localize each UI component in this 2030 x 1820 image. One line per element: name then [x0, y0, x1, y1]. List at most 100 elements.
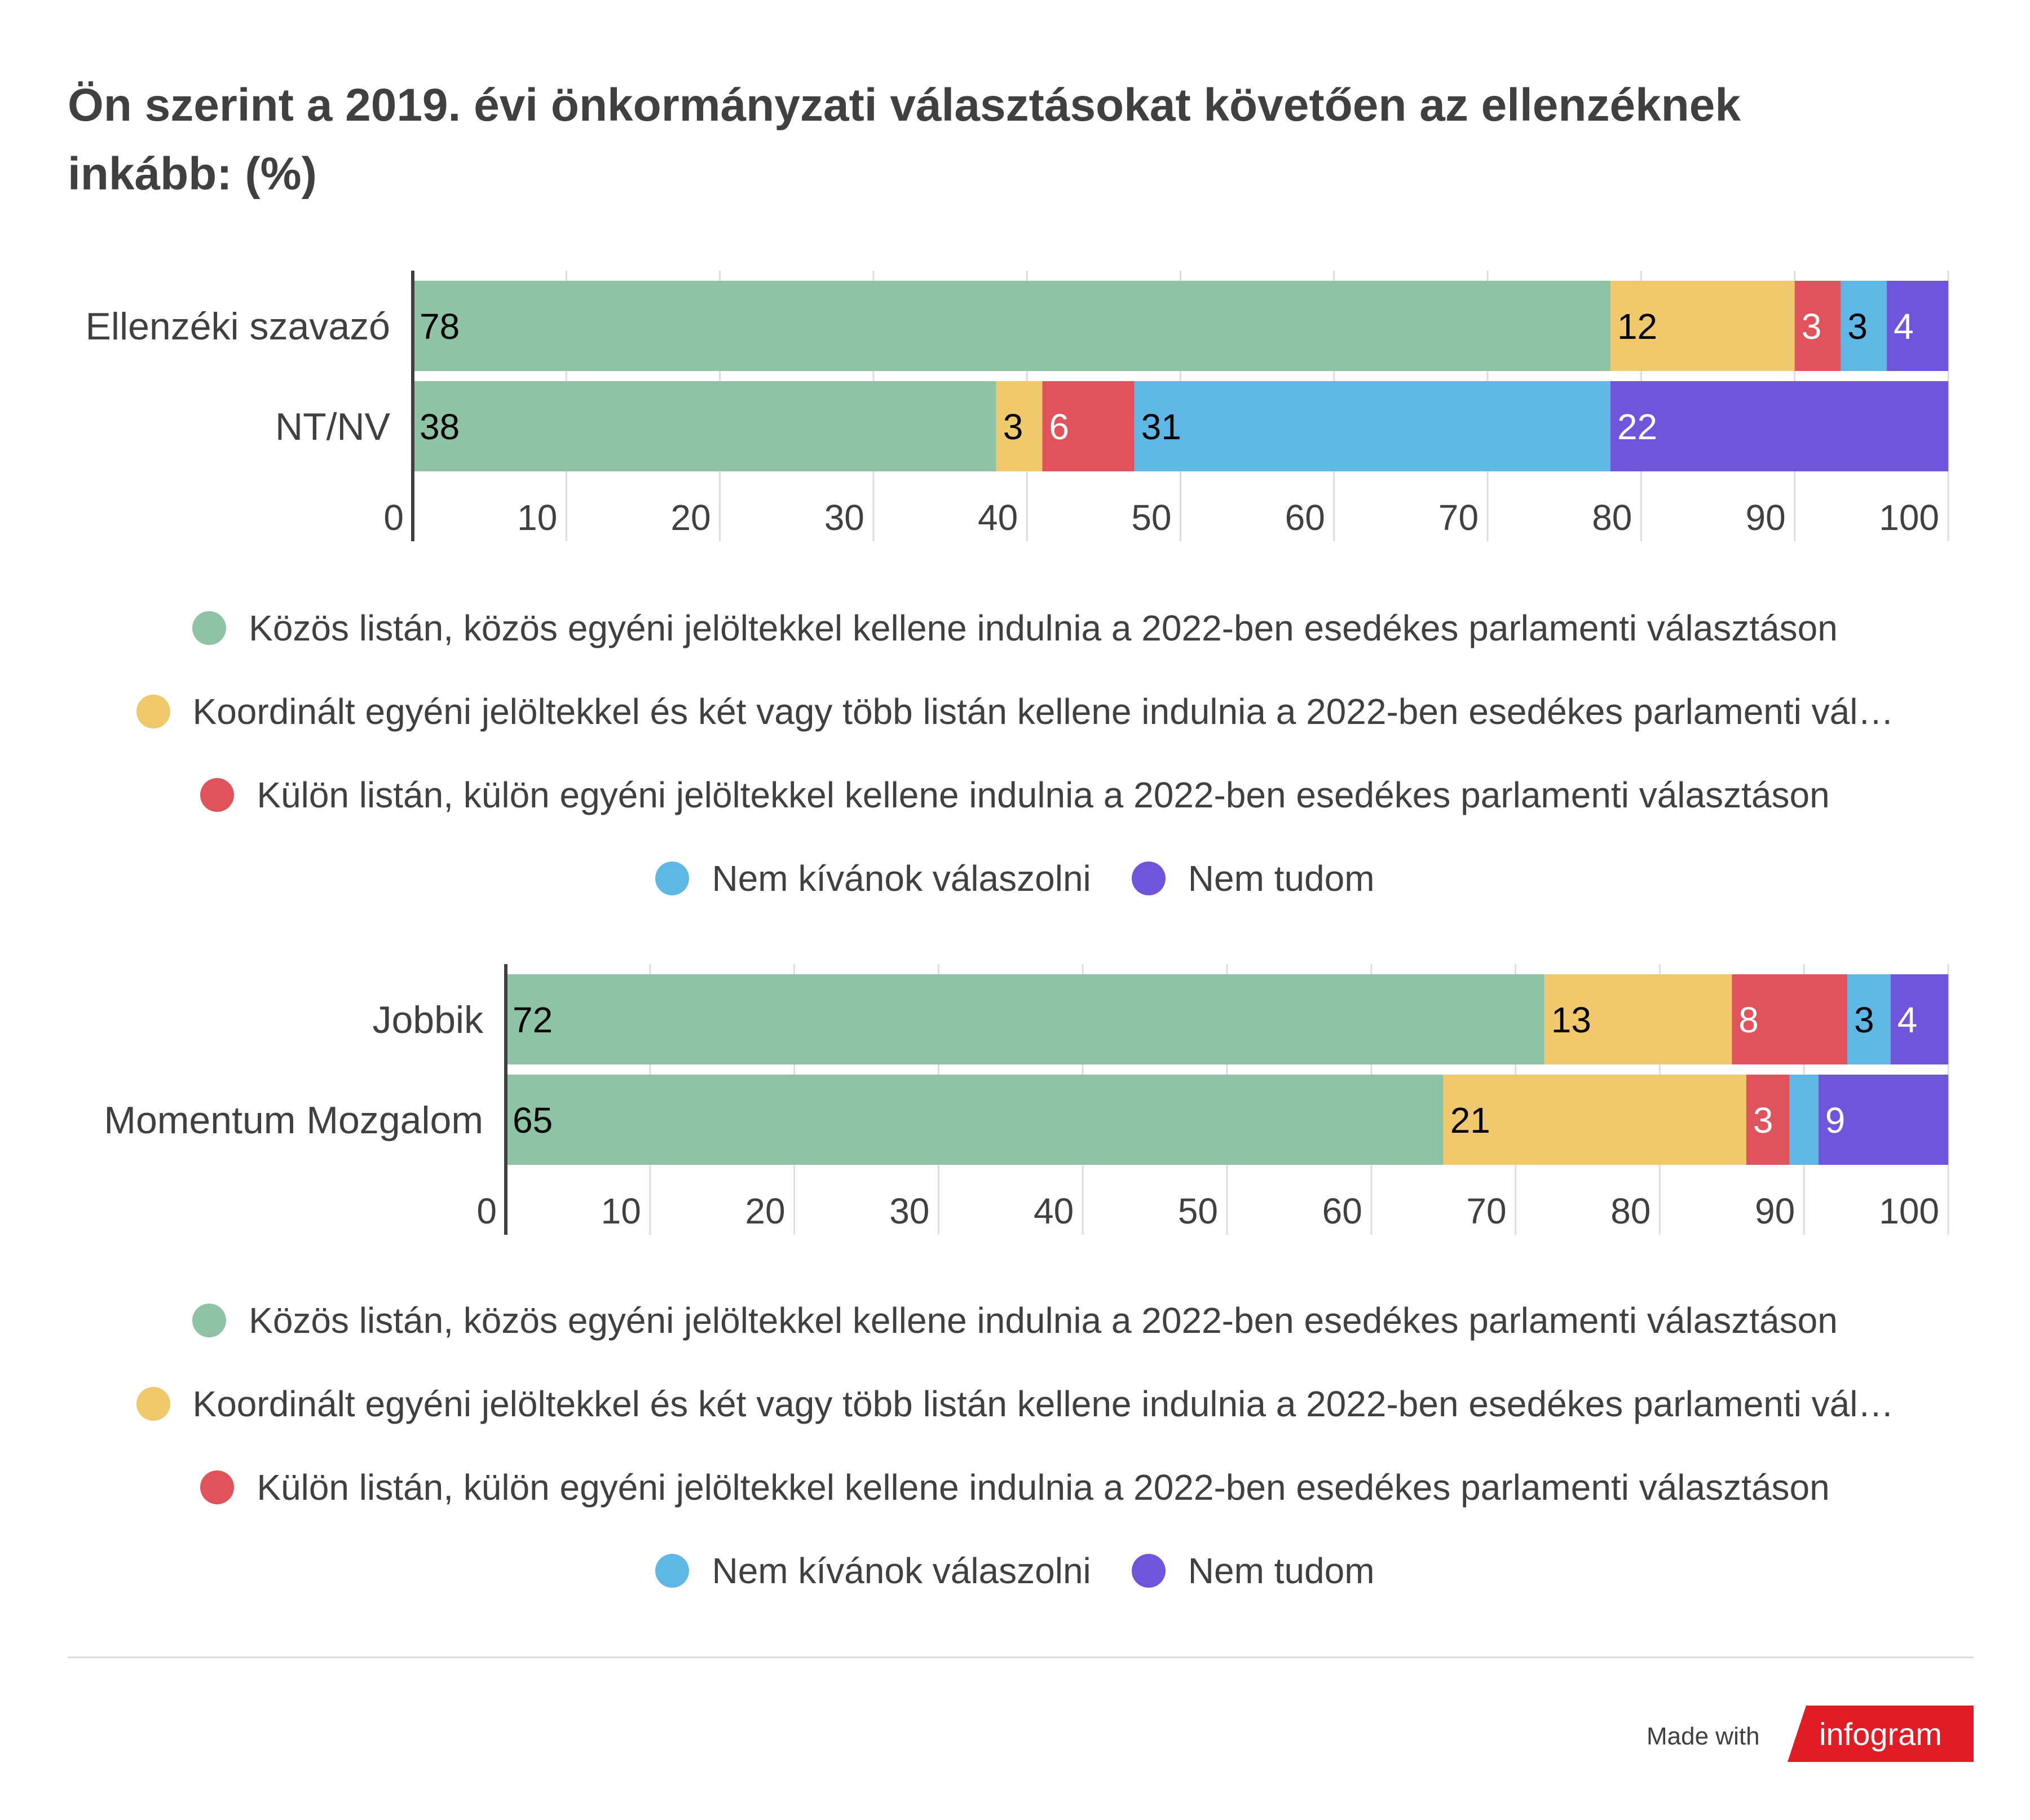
- legend-swatch-icon: [136, 1387, 170, 1421]
- legend-label: Nem kívánok válaszolni: [712, 1550, 1091, 1591]
- bar-segment: [506, 974, 1544, 1064]
- legend-item[interactable]: Külön listán, külön egyéni jelöltekkel k…: [200, 774, 1830, 816]
- x-tick-label: 0: [383, 497, 404, 538]
- data-label: 8: [1738, 1000, 1759, 1040]
- data-label: 4: [1894, 306, 1914, 347]
- legend-swatch-icon: [192, 1304, 227, 1337]
- x-tick-label: 90: [1746, 497, 1786, 538]
- footer-divider: [68, 1656, 1974, 1658]
- category-label: Momentum Mozgalom: [104, 1099, 483, 1142]
- data-label: 31: [1141, 407, 1181, 447]
- legend-item[interactable]: Nem kívánok válaszolni: [655, 858, 1091, 899]
- x-tick-label: 80: [1610, 1191, 1651, 1231]
- legend-swatch-icon: [655, 862, 690, 895]
- category-label: NT/NV: [275, 405, 391, 448]
- data-label: 78: [420, 306, 460, 347]
- legend-swatch-icon: [200, 778, 235, 812]
- bar-segment: [1544, 974, 1732, 1064]
- bar-segment: [1746, 1075, 1790, 1165]
- legend-swatch-icon: [1131, 1554, 1166, 1588]
- chart-title: Ön szerint a 2019. évi önkormányzati vál…: [68, 79, 1741, 200]
- legend-item[interactable]: Koordinált egyéni jelöltekkel és két vag…: [136, 1383, 1894, 1425]
- bar-segment: [506, 1075, 1444, 1165]
- data-label: 22: [1617, 407, 1657, 447]
- bar-segment: [1890, 974, 1948, 1064]
- x-tick-label: 80: [1592, 497, 1632, 538]
- legend-label: Nem kívánok válaszolni: [712, 858, 1091, 899]
- bar-segment: [1134, 381, 1610, 471]
- legend-label: Nem tudom: [1188, 1550, 1375, 1591]
- legend-row: Koordinált egyéni jelöltekkel és két vag…: [0, 670, 2030, 753]
- data-label: 3: [1802, 306, 1822, 347]
- legend-swatch-icon: [1131, 862, 1166, 895]
- stacked-bar-chart-voters: Ellenzéki szavazó 78 12 3 3 4NT/NV 38 3 6 31 220 10…: [86, 271, 1949, 541]
- data-label: 65: [513, 1100, 553, 1141]
- legend-label: Nem tudom: [1188, 858, 1375, 899]
- legend-item[interactable]: Nem kívánok válaszolni: [655, 1550, 1091, 1592]
- x-tick-label: 50: [1131, 497, 1171, 538]
- x-tick-label: 70: [1466, 1191, 1506, 1231]
- data-label: 3: [1753, 1100, 1773, 1141]
- legend-item[interactable]: Nem tudom: [1131, 858, 1375, 899]
- x-tick-label: 40: [978, 497, 1018, 538]
- bar-segment: [413, 381, 996, 471]
- legend-swatch-icon: [136, 695, 170, 728]
- legend-swatch-icon: [192, 611, 227, 645]
- data-label: 12: [1617, 306, 1657, 347]
- legend-row: Közös listán, közös egyéni jelöltekkel k…: [0, 1279, 2030, 1362]
- legend-label: Közös listán, közös egyéni jelöltekkel k…: [249, 608, 1838, 648]
- legend-label: Koordinált egyéni jelöltekkel és két vag…: [192, 691, 1894, 732]
- made-with-text: Made with: [1647, 1722, 1760, 1750]
- data-label: 9: [1825, 1100, 1846, 1141]
- bar-segment: [996, 381, 1043, 471]
- x-tick-label: 30: [824, 497, 864, 538]
- legend-row: Koordinált egyéni jelöltekkel és két vag…: [0, 1362, 2030, 1446]
- x-tick-label: 40: [1034, 1191, 1074, 1231]
- legend-item[interactable]: Koordinált egyéni jelöltekkel és két vag…: [136, 691, 1894, 732]
- x-tick-label: 0: [476, 1191, 497, 1231]
- legend-row: Nem kívánok válaszolni Nem tudom: [0, 1529, 2030, 1613]
- data-label: 13: [1551, 1000, 1591, 1040]
- bar-segment: [1443, 1075, 1746, 1165]
- data-label: 3: [1847, 306, 1868, 347]
- bar-segment: [1789, 1075, 1819, 1165]
- x-tick-label: 60: [1322, 1191, 1362, 1231]
- data-label: 72: [513, 1000, 553, 1040]
- data-label: 38: [420, 407, 460, 447]
- x-tick-label: 20: [670, 497, 710, 538]
- bar-segment: [1847, 974, 1891, 1064]
- x-tick-label: 30: [889, 1191, 929, 1231]
- legend-label: Külön listán, külön egyéni jelöltekkel k…: [257, 1467, 1830, 1508]
- x-tick-label: 100: [1879, 1191, 1939, 1231]
- legend-row: Nem kívánok válaszolni Nem tudom: [0, 837, 2030, 920]
- legend-label: Külön listán, külön egyéni jelöltekkel k…: [257, 775, 1830, 815]
- legend-voters: Közös listán, közös egyéni jelöltekkel k…: [0, 586, 2030, 920]
- legend-row: Külön listán, külön egyéni jelöltekkel k…: [0, 753, 2030, 837]
- legend-row: Külön listán, külön egyéni jelöltekkel k…: [0, 1446, 2030, 1529]
- legend-parties: Közös listán, közös egyéni jelöltekkel k…: [0, 1279, 2030, 1613]
- infogram-logo[interactable]: infogram: [1788, 1706, 1974, 1762]
- x-tick-label: 100: [1879, 497, 1939, 538]
- legend-item[interactable]: Közös listán, közös egyéni jelöltekkel k…: [192, 1300, 1838, 1341]
- legend-swatch-icon: [200, 1470, 235, 1504]
- bar-segment: [413, 281, 1610, 371]
- data-label: 3: [1003, 407, 1023, 447]
- legend-swatch-icon: [655, 1554, 690, 1588]
- footer: Made with infogram: [1635, 1706, 1974, 1779]
- bar-segment: [1610, 381, 1948, 471]
- bar-segment: [1818, 1075, 1948, 1165]
- bar-segment: [1794, 281, 1841, 371]
- bar-segment: [1887, 281, 1948, 371]
- x-tick-label: 90: [1755, 1191, 1795, 1231]
- data-label: 4: [1897, 1000, 1918, 1040]
- data-label: 21: [1450, 1100, 1490, 1141]
- legend-item[interactable]: Külön listán, külön egyéni jelöltekkel k…: [200, 1466, 1830, 1508]
- x-tick-label: 50: [1178, 1191, 1218, 1231]
- data-label: 6: [1049, 407, 1069, 447]
- x-tick-label: 10: [517, 497, 557, 538]
- x-tick-label: 70: [1438, 497, 1479, 538]
- legend-item[interactable]: Nem tudom: [1131, 1550, 1375, 1592]
- x-tick-label: 10: [601, 1191, 641, 1231]
- legend-item[interactable]: Közös listán, közös egyéni jelöltekkel k…: [192, 607, 1838, 649]
